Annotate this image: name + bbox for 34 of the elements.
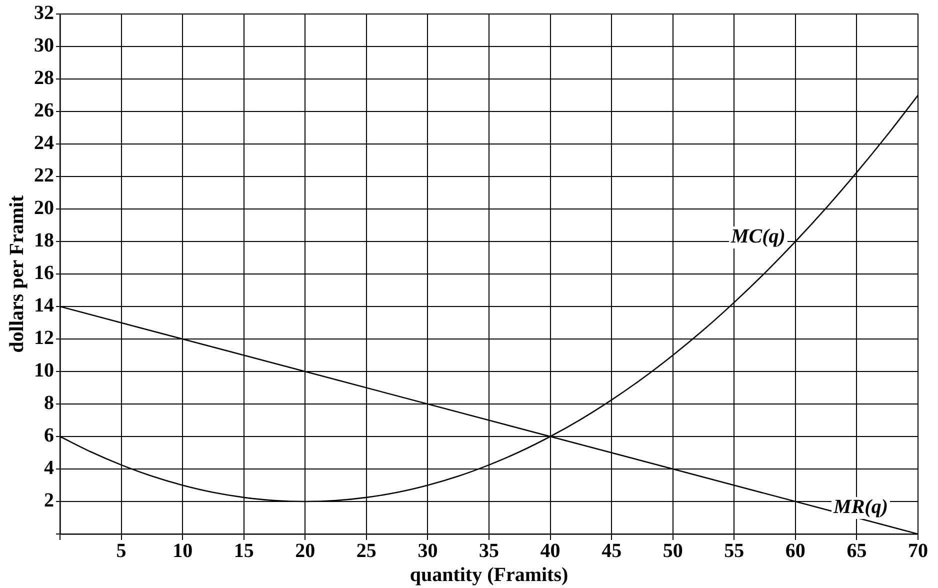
x-tick-label: 15 xyxy=(234,540,254,562)
series-label: MR(q) xyxy=(832,496,888,518)
x-tick-label: 70 xyxy=(908,540,928,562)
y-tick-label: 26 xyxy=(34,100,54,122)
x-tick-label: 10 xyxy=(172,540,193,562)
x-tick-label: 5 xyxy=(116,540,126,562)
x-tick-label: 40 xyxy=(540,540,560,562)
y-tick-label: 12 xyxy=(34,327,54,350)
y-tick-label: 30 xyxy=(34,34,54,57)
x-tick-label: 45 xyxy=(602,540,622,562)
y-tick-label: 24 xyxy=(34,132,54,154)
y-tick-label: 20 xyxy=(34,197,54,220)
x-tick-label: 35 xyxy=(479,540,499,562)
x-tick-label: 50 xyxy=(662,540,683,562)
x-axis-title: quantity (Framits) xyxy=(410,564,568,586)
series-label: MC(q) xyxy=(730,226,786,248)
y-tick-label: 28 xyxy=(34,67,54,90)
y-tick-label: 16 xyxy=(34,262,54,284)
x-tick-label: 25 xyxy=(356,540,376,562)
x-tick-label: 30 xyxy=(418,540,438,562)
x-tick-label: 55 xyxy=(724,540,744,562)
y-tick-label: 8 xyxy=(44,392,54,414)
x-tick-label: 65 xyxy=(846,540,867,562)
y-tick-label: 14 xyxy=(34,294,54,317)
x-tick-label: 60 xyxy=(785,540,806,562)
y-tick-label: 4 xyxy=(44,457,54,480)
x-tick-label: 20 xyxy=(295,540,316,562)
y-tick-label: 22 xyxy=(34,164,54,187)
y-tick-label: 6 xyxy=(44,424,54,447)
y-tick-label: 10 xyxy=(34,360,54,382)
y-tick-label: 18 xyxy=(34,230,54,252)
y-tick-label: 32 xyxy=(34,2,54,24)
y-tick-label: 2 xyxy=(44,490,54,512)
y-axis-title: dollars per Framit xyxy=(6,194,28,353)
